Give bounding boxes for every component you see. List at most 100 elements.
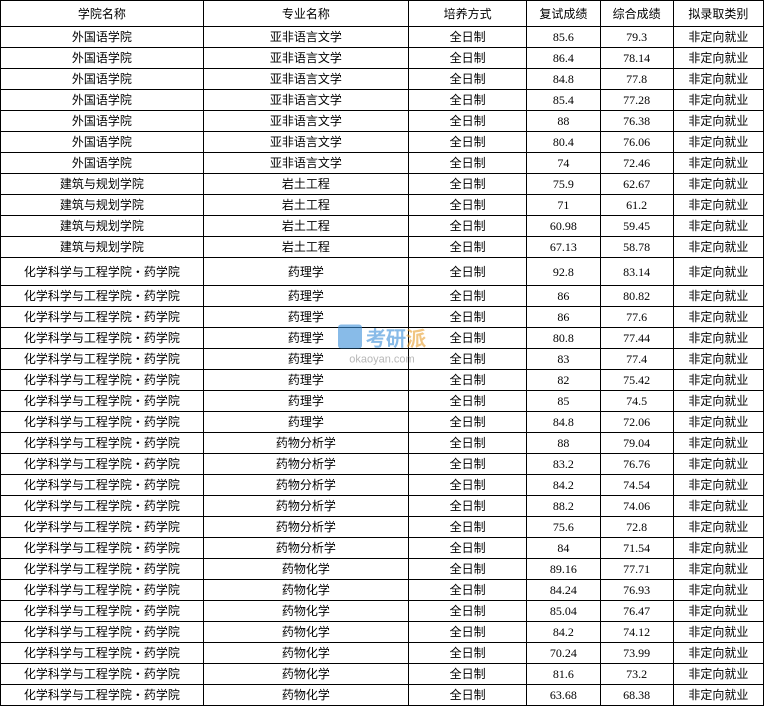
table-cell: 74.06	[600, 496, 673, 517]
table-cell: 药物化学	[203, 664, 408, 685]
table-row: 外国语学院亚非语言文学全日制86.478.14非定向就业	[1, 48, 764, 69]
table-cell: 非定向就业	[673, 622, 763, 643]
table-cell: 88	[527, 433, 600, 454]
table-cell: 非定向就业	[673, 475, 763, 496]
table-cell: 84.2	[527, 475, 600, 496]
table-cell: 74.5	[600, 391, 673, 412]
table-cell: 75.9	[527, 174, 600, 195]
table-row: 化学科学与工程学院・药学院药物分析学全日制84.274.54非定向就业	[1, 475, 764, 496]
table-cell: 84.8	[527, 69, 600, 90]
table-cell: 外国语学院	[1, 27, 204, 48]
table-cell: 全日制	[408, 132, 526, 153]
table-cell: 全日制	[408, 370, 526, 391]
table-cell: 亚非语言文学	[203, 90, 408, 111]
table-cell: 化学科学与工程学院・药学院	[1, 559, 204, 580]
table-cell: 化学科学与工程学院・药学院	[1, 496, 204, 517]
table-cell: 岩土工程	[203, 237, 408, 258]
table-cell: 59.45	[600, 216, 673, 237]
table-cell: 建筑与规划学院	[1, 237, 204, 258]
table-cell: 非定向就业	[673, 90, 763, 111]
table-row: 化学科学与工程学院・药学院药物化学全日制85.0476.47非定向就业	[1, 601, 764, 622]
table-cell: 药理学	[203, 328, 408, 349]
table-cell: 药物分析学	[203, 538, 408, 559]
table-cell: 全日制	[408, 580, 526, 601]
table-cell: 80.8	[527, 328, 600, 349]
table-cell: 全日制	[408, 538, 526, 559]
table-cell: 亚非语言文学	[203, 153, 408, 174]
table-row: 外国语学院亚非语言文学全日制80.476.06非定向就业	[1, 132, 764, 153]
table-cell: 76.76	[600, 454, 673, 475]
table-cell: 化学科学与工程学院・药学院	[1, 580, 204, 601]
table-cell: 83.2	[527, 454, 600, 475]
table-cell: 非定向就业	[673, 27, 763, 48]
table-cell: 全日制	[408, 307, 526, 328]
table-cell: 全日制	[408, 328, 526, 349]
table-cell: 药物分析学	[203, 496, 408, 517]
table-cell: 76.93	[600, 580, 673, 601]
table-cell: 化学科学与工程学院・药学院	[1, 601, 204, 622]
table-cell: 全日制	[408, 517, 526, 538]
table-cell: 药物分析学	[203, 433, 408, 454]
table-cell: 药物化学	[203, 643, 408, 664]
table-cell: 药物化学	[203, 685, 408, 706]
column-header: 拟录取类别	[673, 1, 763, 27]
table-cell: 75.6	[527, 517, 600, 538]
table-cell: 77.44	[600, 328, 673, 349]
table-cell: 药理学	[203, 391, 408, 412]
table-cell: 非定向就业	[673, 69, 763, 90]
table-cell: 全日制	[408, 454, 526, 475]
table-cell: 外国语学院	[1, 132, 204, 153]
table-cell: 全日制	[408, 664, 526, 685]
table-cell: 全日制	[408, 237, 526, 258]
column-header: 综合成绩	[600, 1, 673, 27]
table-cell: 岩土工程	[203, 216, 408, 237]
table-cell: 化学科学与工程学院・药学院	[1, 286, 204, 307]
table-cell: 建筑与规划学院	[1, 216, 204, 237]
table-cell: 83	[527, 349, 600, 370]
table-cell: 药物化学	[203, 559, 408, 580]
table-cell: 药理学	[203, 370, 408, 391]
table-cell: 亚非语言文学	[203, 27, 408, 48]
table-row: 化学科学与工程学院・药学院药物化学全日制63.6868.38非定向就业	[1, 685, 764, 706]
table-cell: 亚非语言文学	[203, 111, 408, 132]
table-cell: 全日制	[408, 90, 526, 111]
table-row: 化学科学与工程学院・药学院药物化学全日制89.1677.71非定向就业	[1, 559, 764, 580]
table-cell: 亚非语言文学	[203, 69, 408, 90]
table-cell: 全日制	[408, 622, 526, 643]
table-cell: 全日制	[408, 433, 526, 454]
table-cell: 全日制	[408, 601, 526, 622]
table-cell: 75.42	[600, 370, 673, 391]
table-row: 化学科学与工程学院・药学院药理学全日制8275.42非定向就业	[1, 370, 764, 391]
table-cell: 92.8	[527, 258, 600, 286]
table-row: 建筑与规划学院岩土工程全日制7161.2非定向就业	[1, 195, 764, 216]
column-header: 培养方式	[408, 1, 526, 27]
table-cell: 非定向就业	[673, 643, 763, 664]
table-cell: 非定向就业	[673, 580, 763, 601]
table-cell: 化学科学与工程学院・药学院	[1, 622, 204, 643]
table-cell: 非定向就业	[673, 433, 763, 454]
column-header: 专业名称	[203, 1, 408, 27]
table-cell: 非定向就业	[673, 538, 763, 559]
table-cell: 70.24	[527, 643, 600, 664]
table-cell: 外国语学院	[1, 90, 204, 111]
table-cell: 84.24	[527, 580, 600, 601]
table-cell: 药理学	[203, 286, 408, 307]
table-body: 外国语学院亚非语言文学全日制85.679.3非定向就业外国语学院亚非语言文学全日…	[1, 27, 764, 706]
table-row: 化学科学与工程学院・药学院药理学全日制80.877.44非定向就业	[1, 328, 764, 349]
table-cell: 72.06	[600, 412, 673, 433]
table-row: 化学科学与工程学院・药学院药物化学全日制70.2473.99非定向就业	[1, 643, 764, 664]
table-cell: 全日制	[408, 643, 526, 664]
table-cell: 85	[527, 391, 600, 412]
table-row: 化学科学与工程学院・药学院药理学全日制8677.6非定向就业	[1, 307, 764, 328]
table-cell: 78.14	[600, 48, 673, 69]
table-cell: 非定向就业	[673, 174, 763, 195]
table-cell: 80.4	[527, 132, 600, 153]
table-cell: 非定向就业	[673, 517, 763, 538]
table-cell: 建筑与规划学院	[1, 174, 204, 195]
table-cell: 77.8	[600, 69, 673, 90]
admissions-table: 学院名称专业名称培养方式复试成绩综合成绩拟录取类别 外国语学院亚非语言文学全日制…	[0, 0, 764, 706]
table-cell: 化学科学与工程学院・药学院	[1, 328, 204, 349]
table-row: 外国语学院亚非语言文学全日制8876.38非定向就业	[1, 111, 764, 132]
table-cell: 非定向就业	[673, 132, 763, 153]
table-cell: 非定向就业	[673, 601, 763, 622]
